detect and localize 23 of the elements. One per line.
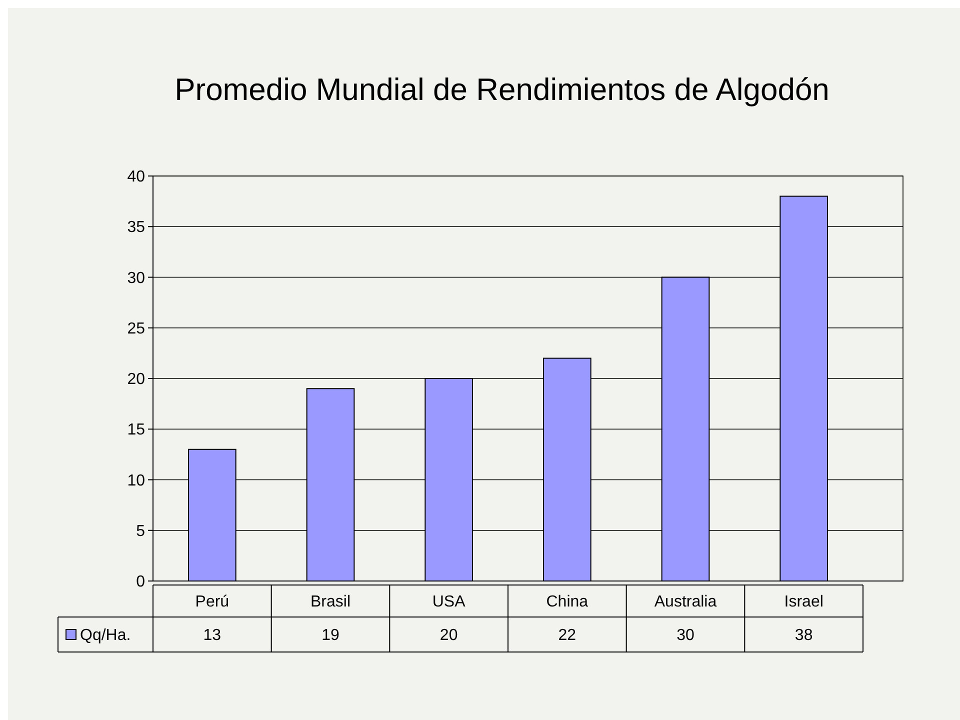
y-tick-label: 5 bbox=[136, 522, 146, 540]
x-tick-label: Brasil bbox=[310, 594, 351, 611]
data-label: 22 bbox=[558, 627, 576, 644]
y-tick-label: 25 bbox=[127, 320, 146, 338]
y-tick-label: 35 bbox=[127, 219, 146, 236]
y-tick-label: 30 bbox=[127, 270, 146, 287]
data-label: 19 bbox=[322, 627, 340, 644]
y-tick-label: 10 bbox=[127, 472, 146, 490]
x-tick-label: Israel bbox=[784, 594, 824, 611]
data-label: 30 bbox=[676, 627, 694, 644]
legend-label: Qq/Ha. bbox=[80, 627, 131, 644]
x-tick-label: China bbox=[546, 594, 588, 611]
data-label: 20 bbox=[440, 627, 458, 644]
data-label: 13 bbox=[203, 627, 222, 644]
y-tick-label: 0 bbox=[136, 574, 146, 591]
data-label: 38 bbox=[794, 627, 813, 644]
y-tick-label: 15 bbox=[127, 422, 146, 439]
x-tick-label: Perú bbox=[195, 594, 230, 611]
y-tick-label: 40 bbox=[127, 168, 146, 186]
y-tick-label: 20 bbox=[127, 371, 146, 388]
chart-title: Promedio Mundial de Rendimientos de Algodón bbox=[174, 72, 830, 107]
x-tick-label: USA bbox=[432, 594, 466, 611]
x-tick-label: Australia bbox=[654, 594, 717, 611]
